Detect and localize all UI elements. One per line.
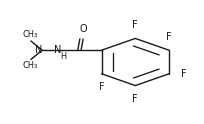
Text: F: F [165, 32, 171, 42]
Text: H: H [60, 52, 66, 62]
Text: N: N [54, 45, 61, 55]
Text: N: N [34, 45, 42, 55]
Text: F: F [132, 94, 137, 104]
Text: O: O [79, 24, 86, 34]
Text: F: F [98, 82, 104, 92]
Text: F: F [132, 20, 137, 30]
Text: CH₃: CH₃ [22, 61, 37, 70]
Text: CH₃: CH₃ [22, 30, 37, 39]
Text: F: F [181, 69, 186, 79]
